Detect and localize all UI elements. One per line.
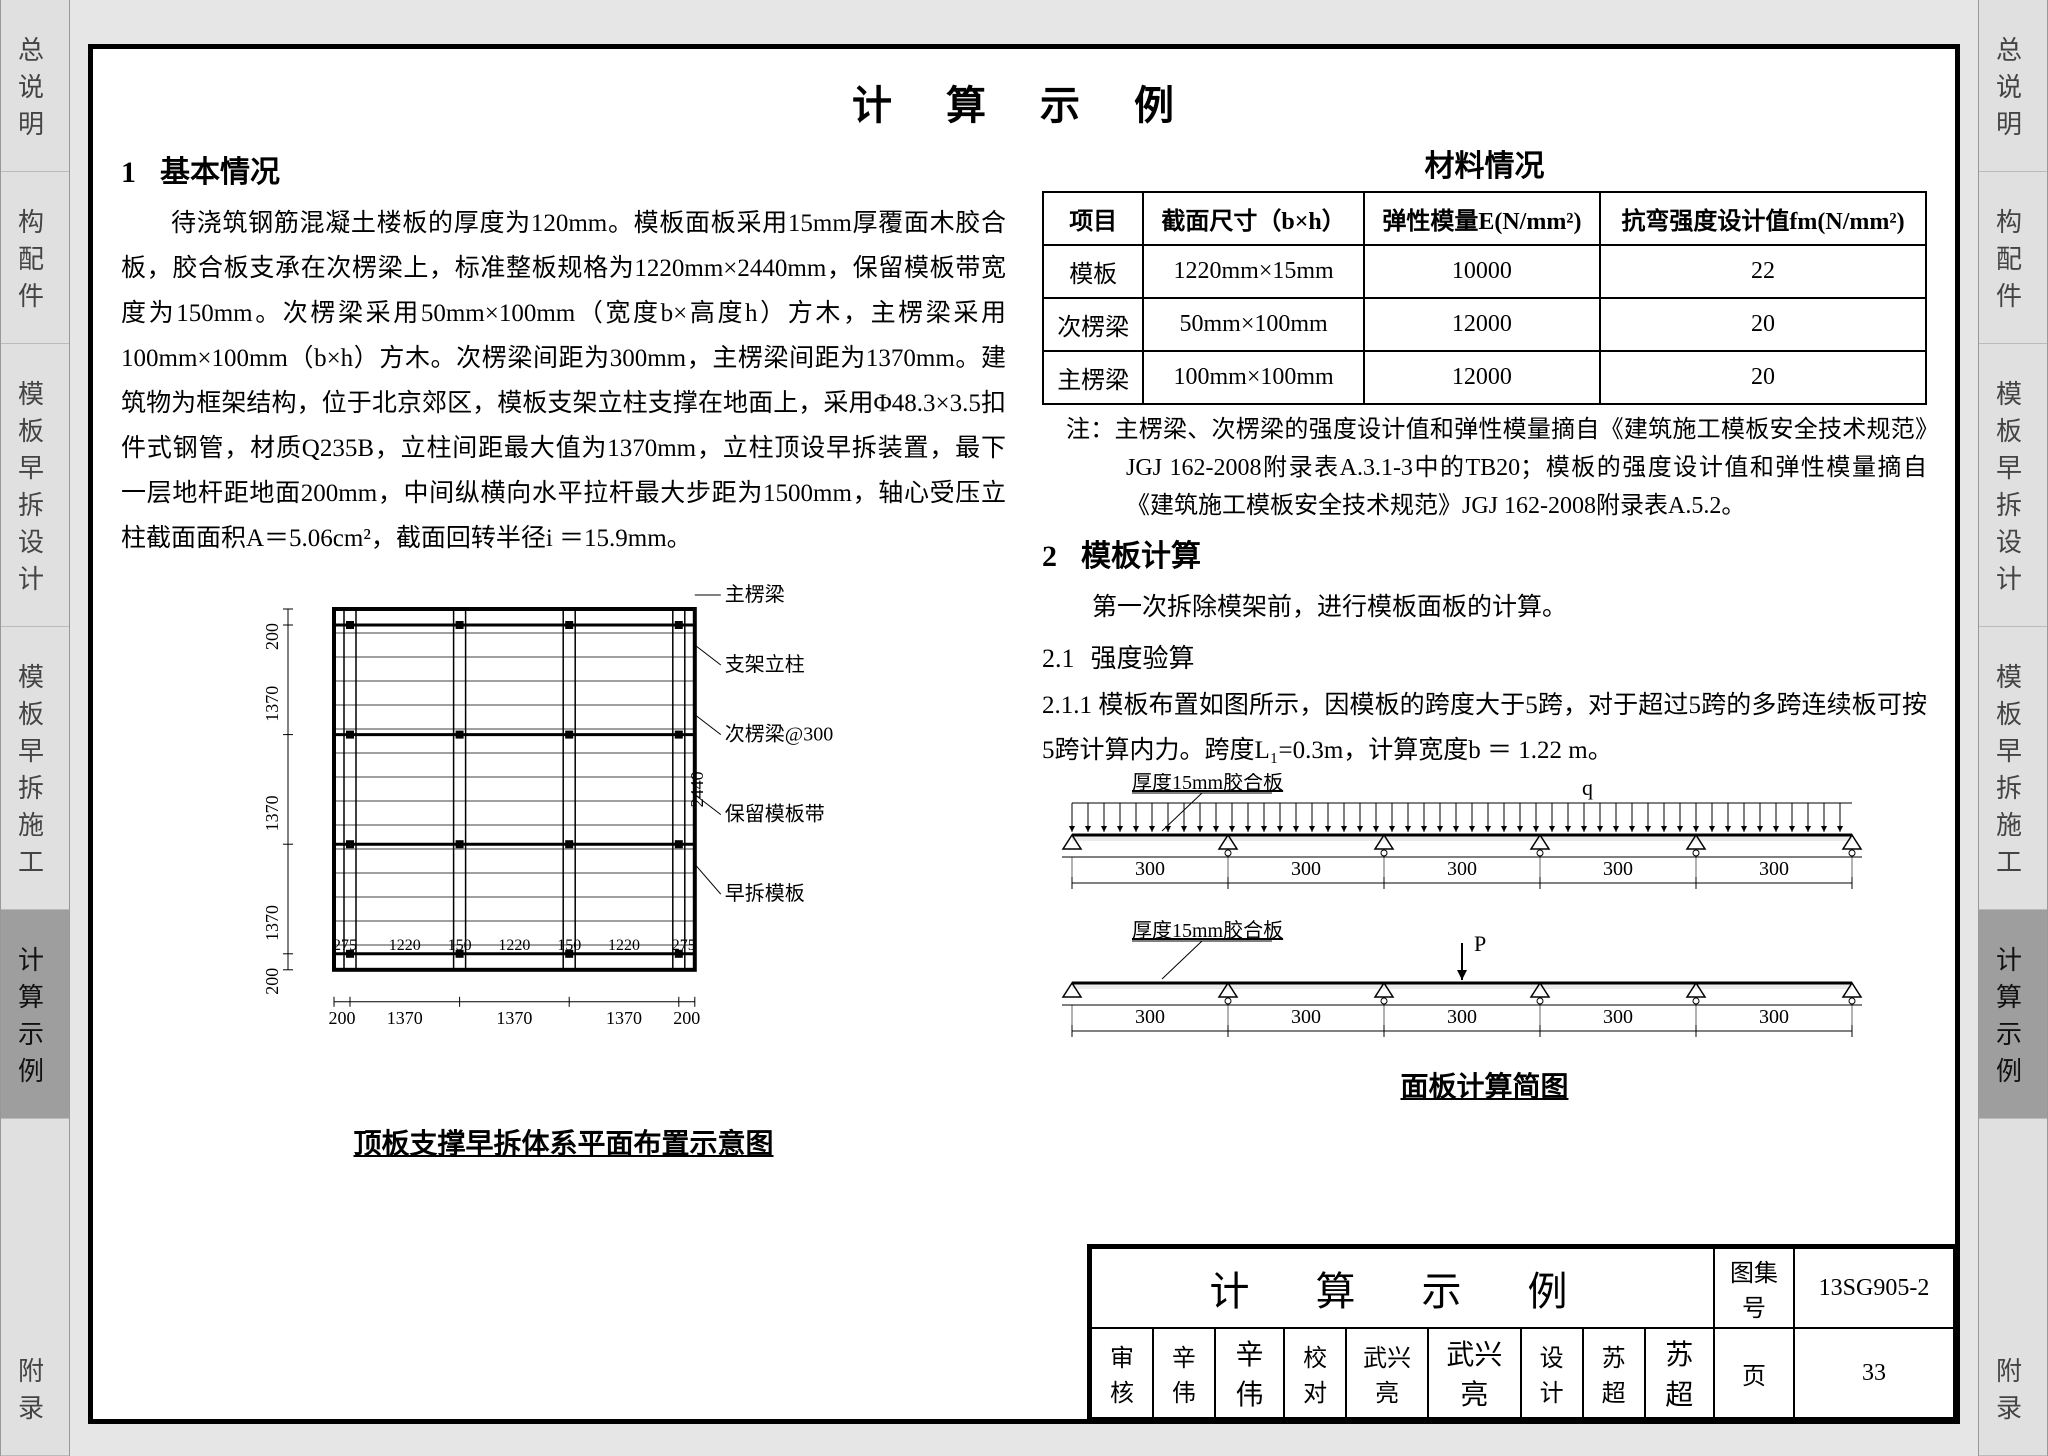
right-column: 材料情况 项目截面尺寸（b×h）弹性模量E(N/mm²)抗弯强度设计值fm(N/… [1042,141,1927,1341]
svg-text:200: 200 [673,1008,700,1028]
svg-text:q: q [1582,775,1593,800]
svg-text:2440: 2440 [686,771,706,807]
svg-text:300: 300 [1759,1006,1789,1028]
section-2-1-heading: 2.1强度验算 [1042,638,1927,675]
side-tab-components[interactable]: 构配件 [1979,172,2047,344]
material-note: 注：主楞梁、次楞梁的强度设计值和弹性模量摘自《建筑施工模板安全技术规范》JGJ … [1042,411,1927,525]
svg-text:275: 275 [333,937,357,954]
svg-text:200: 200 [262,968,282,995]
svg-text:300: 300 [1447,1006,1477,1028]
svg-text:300: 300 [1291,858,1321,880]
section-2-heading: 2模板计算 [1042,531,1927,575]
plan-figure: 主楞梁支架立柱次楞梁@300 保留模板带早拆模板 200 1370 1370 1370 20… [121,579,1006,1162]
section-2-1-body: 2.1.1 模板布置如图所示，因模板的跨度大于5跨，对于超过5跨的多跨连续板可按… [1042,683,1927,773]
svg-text:300: 300 [1759,858,1789,880]
side-tab-components[interactable]: 构配件 [1,172,69,344]
titleblock-title: 计 算 示 例 [1091,1248,1714,1328]
svg-text:保留模板带: 保留模板带 [724,803,824,826]
title-block: 计 算 示 例 图集号 13SG905-2 审核 辛伟 辛伟 校对 武兴亮 武兴… [1087,1244,1955,1419]
side-tab-construction[interactable]: 模板早拆施工 [1979,627,2047,910]
svg-text:P: P [1474,931,1486,956]
page-main: 计 算 示 例 1基本情况 待浇筑钢筋混凝土楼板的厚度为120mm。模板面板采用… [70,0,1978,1456]
svg-text:厚度15mm胶合板: 厚度15mm胶合板 [1132,919,1283,942]
beam-caption: 面板计算简图 [1042,1065,1927,1105]
side-tab-example[interactable]: 计算示例 [1,910,69,1119]
left-column: 1基本情况 待浇筑钢筋混凝土楼板的厚度为120mm。模板面板采用15mm厚覆面木… [121,141,1006,1341]
svg-text:1220: 1220 [498,937,530,954]
svg-text:次楞梁@300: 次楞梁@300 [724,723,832,746]
svg-text:200: 200 [262,623,282,650]
side-tabs-left: 总说明构配件模板早拆设计模板早拆施工计算示例附录 [0,0,70,1456]
svg-text:1370: 1370 [496,1008,532,1028]
plan-caption: 顶板支撑早拆体系平面布置示意图 [121,1122,1006,1162]
svg-text:1370: 1370 [606,1008,642,1028]
svg-text:主楞梁: 主楞梁 [724,583,784,606]
side-tab-example[interactable]: 计算示例 [1979,910,2047,1119]
section-1-body: 待浇筑钢筋混凝土楼板的厚度为120mm。模板面板采用15mm厚覆面木胶合板，胶合… [121,201,1006,561]
material-table: 项目截面尺寸（b×h）弹性模量E(N/mm²)抗弯强度设计值fm(N/mm²) … [1042,191,1927,405]
svg-text:1370: 1370 [262,905,282,941]
beam-figure: 厚度15mm胶合板 q 300 300 300 300 300 厚度15mm胶合板 P 300 30… [1042,773,1927,1105]
material-heading: 材料情况 [1042,141,1927,185]
section-2-body: 第一次拆除模架前，进行模板面板的计算。 [1042,585,1927,630]
side-tab-appendix[interactable]: 附录 [1,1321,69,1456]
svg-text:1370: 1370 [262,686,282,722]
svg-text:300: 300 [1603,1006,1633,1028]
table-row: 次楞梁50mm×100mm1200020 [1043,298,1926,351]
svg-text:1370: 1370 [262,795,282,831]
svg-text:1220: 1220 [388,937,420,954]
svg-text:300: 300 [1135,858,1165,880]
svg-text:150: 150 [557,937,581,954]
svg-text:支架立柱: 支架立柱 [724,653,804,676]
svg-text:300: 300 [1291,1006,1321,1028]
svg-text:200: 200 [328,1008,355,1028]
svg-text:300: 300 [1447,858,1477,880]
svg-text:1220: 1220 [608,937,640,954]
side-tab-overview[interactable]: 总说明 [1979,0,2047,172]
side-tab-design[interactable]: 模板早拆设计 [1979,344,2047,627]
svg-text:早拆模板: 早拆模板 [724,882,804,905]
svg-text:1370: 1370 [386,1008,422,1028]
side-tab-design[interactable]: 模板早拆设计 [1,344,69,627]
page-title: 计 算 示 例 [121,73,1927,131]
side-tab-appendix[interactable]: 附录 [1979,1321,2047,1456]
page-frame: 计 算 示 例 1基本情况 待浇筑钢筋混凝土楼板的厚度为120mm。模板面板采用… [88,44,1960,1424]
table-row: 模板1220mm×15mm1000022 [1043,245,1926,298]
svg-text:300: 300 [1135,1006,1165,1028]
side-tabs-right: 总说明构配件模板早拆设计模板早拆施工计算示例附录 [1978,0,2048,1456]
svg-text:300: 300 [1603,858,1633,880]
side-tab-overview[interactable]: 总说明 [1,0,69,172]
svg-text:150: 150 [447,937,471,954]
section-1-heading: 1基本情况 [121,147,1006,191]
side-tab-construction[interactable]: 模板早拆施工 [1,627,69,910]
svg-text:厚度15mm胶合板: 厚度15mm胶合板 [1132,773,1283,794]
table-row: 主楞梁100mm×100mm1200020 [1043,351,1926,404]
svg-text:275: 275 [671,937,695,954]
